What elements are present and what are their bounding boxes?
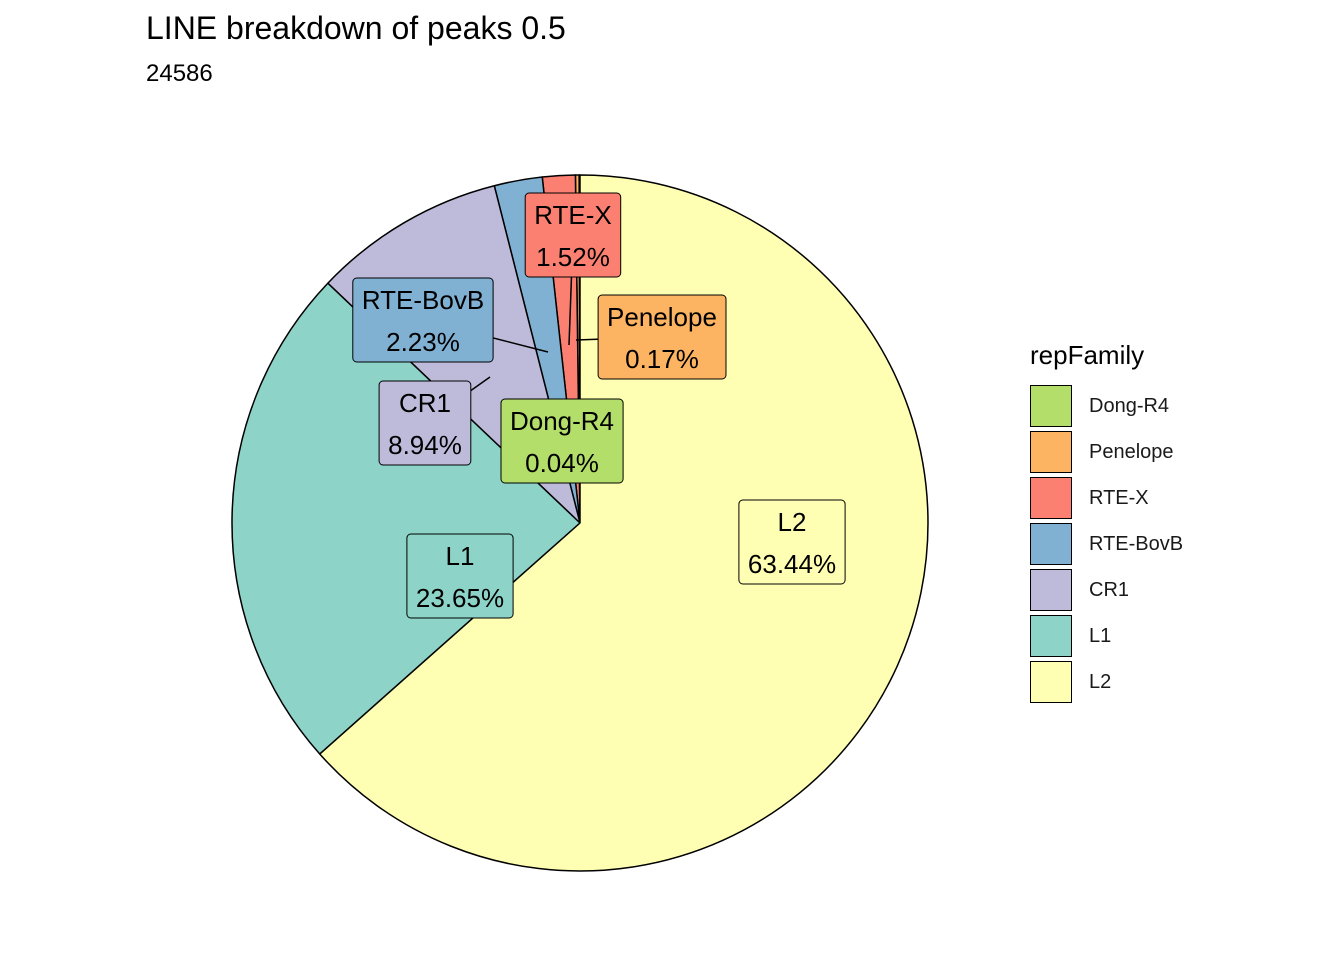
slice-label-percent: 1.52% bbox=[536, 242, 610, 272]
slice-label-percent: 2.23% bbox=[386, 327, 460, 357]
slice-label-name: RTE-X bbox=[534, 200, 612, 230]
slice-label-box bbox=[738, 499, 846, 585]
legend-label: CR1 bbox=[1089, 578, 1130, 601]
slice-label-name: Penelope bbox=[607, 302, 717, 332]
legend-key bbox=[1030, 615, 1072, 657]
pie-slice-l2 bbox=[318, 174, 929, 872]
legend-item-rte-x: RTE-X bbox=[1030, 475, 1183, 521]
slice-label-box bbox=[406, 533, 514, 619]
legend-key bbox=[1030, 431, 1072, 473]
legend-item-l1: L1 bbox=[1030, 613, 1183, 659]
legend-key bbox=[1030, 477, 1072, 519]
slice-labels: Dong-R4 0.04% Penelope 0.17% RTE-X 1.52% RTE-B… bbox=[352, 192, 846, 619]
slice-label-l2: L2 63.44% bbox=[738, 499, 846, 585]
slice-label-percent: 8.94% bbox=[388, 430, 462, 460]
legend-label: RTE-X bbox=[1089, 486, 1149, 509]
legend-item-penelope: Penelope bbox=[1030, 429, 1183, 475]
legend-label: L1 bbox=[1089, 624, 1112, 647]
slice-label-rte-bovb: RTE-BovB 2.23% bbox=[352, 277, 494, 363]
slice-label-box bbox=[352, 277, 494, 363]
chart-title: LINE breakdown of peaks 0.5 bbox=[146, 10, 566, 46]
legend-label: L2 bbox=[1089, 670, 1112, 693]
legend-key bbox=[1030, 385, 1072, 427]
legend: repFamily Dong-R4 Penelope RTE-X RTE-BovB CR… bbox=[1030, 340, 1183, 705]
slice-label-box bbox=[524, 192, 622, 278]
legend-label: Dong-R4 bbox=[1089, 394, 1170, 417]
slice-label-percent: 23.65% bbox=[416, 583, 504, 613]
legend-key bbox=[1030, 569, 1072, 611]
slice-label-dong-r4: Dong-R4 0.04% bbox=[500, 398, 624, 484]
legend-key bbox=[1030, 523, 1072, 565]
chart-subtitle: 24586 bbox=[146, 60, 213, 87]
legend-item-dong-r4: Dong-R4 bbox=[1030, 383, 1183, 429]
slice-label-box bbox=[597, 294, 727, 380]
slice-label-cr1: CR1 8.94% bbox=[378, 380, 472, 466]
pie-slice-l1 bbox=[231, 282, 581, 755]
legend-items: Dong-R4 Penelope RTE-X RTE-BovB CR1 L1 L2 bbox=[1030, 383, 1183, 705]
legend-item-cr1: CR1 bbox=[1030, 567, 1183, 613]
legend-label: RTE-BovB bbox=[1089, 532, 1184, 555]
legend-key bbox=[1030, 661, 1072, 703]
slice-label-penelope: Penelope 0.17% bbox=[597, 294, 727, 380]
legend-item-l2: L2 bbox=[1030, 659, 1183, 705]
slice-label-percent: 0.17% bbox=[625, 344, 699, 374]
slice-label-percent: 0.04% bbox=[525, 448, 599, 478]
slice-label-l1: L1 23.65% bbox=[406, 533, 514, 619]
slice-label-name: CR1 bbox=[399, 388, 451, 418]
slice-label-rte-x: RTE-X 1.52% bbox=[524, 192, 622, 278]
slice-label-name: Dong-R4 bbox=[510, 406, 614, 436]
legend-label: Penelope bbox=[1089, 440, 1174, 463]
legend-item-rte-bovb: RTE-BovB bbox=[1030, 521, 1183, 567]
slice-label-name: RTE-BovB bbox=[362, 285, 484, 315]
slice-label-box bbox=[378, 380, 472, 466]
slice-label-percent: 63.44% bbox=[748, 549, 836, 579]
legend-title: repFamily bbox=[1030, 340, 1145, 370]
slice-label-name: L2 bbox=[778, 507, 807, 537]
slice-label-name: L1 bbox=[446, 541, 475, 571]
slice-label-box bbox=[500, 398, 624, 484]
